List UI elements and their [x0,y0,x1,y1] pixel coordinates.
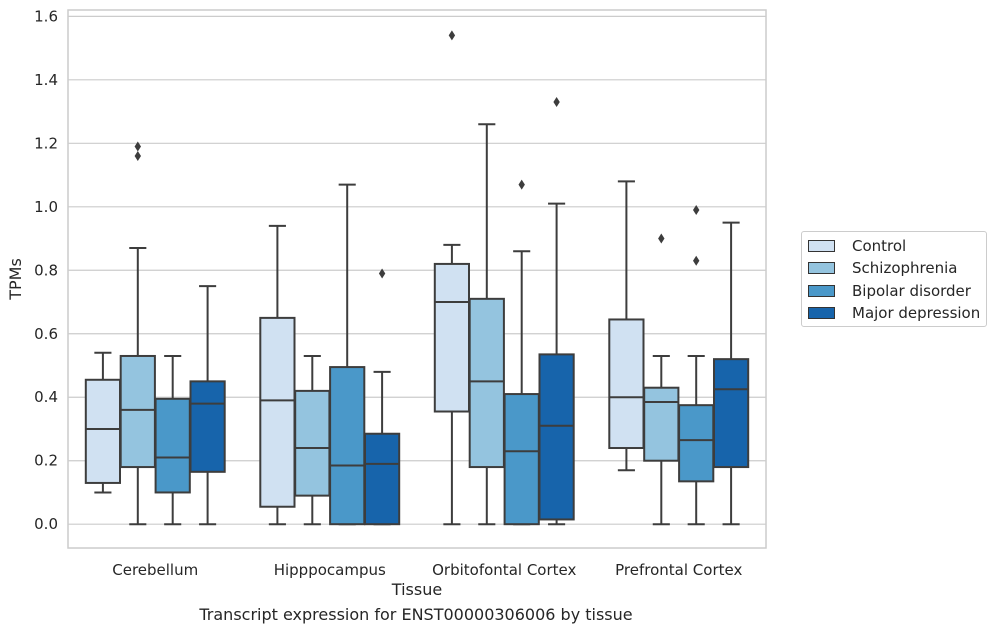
box-control-cerebellum [84,378,122,484]
y-tick-label: 0.4 [34,388,58,406]
y-tick-label: 0.0 [34,515,58,533]
box-bipolar-disorder-orbitofontal-cortex [503,393,540,526]
legend-item-bipolar-disorder: Bipolar disorder [808,281,971,301]
legend-swatch-major-depression [808,307,835,319]
outlier-schizophrenia-cerebellum [134,151,141,162]
y-tick-label: 0.6 [34,325,58,343]
x-tick-label-cerebellum: Cerebellum [112,561,198,579]
box-major-depression-cerebellum [189,380,226,473]
y-axis-label: TPMs [6,258,25,301]
y-tick-label: 1.0 [34,198,58,216]
box-major-depression-hipppocampus [363,432,401,526]
box-major-depression-orbitofontal-cortex [538,353,575,521]
outlier-bipolar-disorder-orbitofontal-cortex [518,179,525,190]
x-tick-label-orbitofontal-cortex: Orbitofontal Cortex [432,561,576,579]
outlier-bipolar-disorder-prefrontal-cortex [693,255,700,266]
legend-swatch-control [808,240,835,252]
y-tick-label: 1.6 [34,7,58,25]
y-tick-label: 0.8 [34,261,58,279]
legend-item-schizophrenia: Schizophrenia [808,258,957,278]
x-axis-label: Tissue [391,580,442,599]
box-schizophrenia-hipppocampus [294,389,331,497]
box-schizophrenia-cerebellum [119,354,156,469]
box-bipolar-disorder-prefrontal-cortex [678,404,715,483]
box-control-hipppocampus [259,316,296,508]
outlier-major-depression-hipppocampus [378,268,386,279]
legend-item-control: Control [808,236,906,256]
y-tick-label: 1.2 [34,134,58,152]
box-schizophrenia-orbitofontal-cortex [468,297,505,469]
outlier-control-orbitofontal-cortex [448,30,456,41]
legend: Control Schizophrenia Bipolar disorder M… [801,231,987,327]
x-tick-label-prefrontal-cortex: Prefrontal Cortex [615,561,742,579]
x-tick-label-hipppocampus: Hipppocampus [274,561,386,579]
legend-swatch-bipolar-disorder [808,285,835,297]
box-bipolar-disorder-hipppocampus [329,366,366,526]
box-major-depression-prefrontal-cortex [712,358,750,469]
outlier-major-depression-orbitofontal-cortex [553,97,560,108]
y-tick-label: 1.4 [34,71,58,89]
outlier-schizophrenia-cerebellum [134,141,141,152]
box-bipolar-disorder-cerebellum [154,397,191,494]
legend-label-schizophrenia: Schizophrenia [852,259,958,277]
outlier-schizophrenia-prefrontal-cortex [658,233,665,244]
legend-label-major-depression: Major depression [852,304,981,322]
legend-label-bipolar-disorder: Bipolar disorder [852,282,971,300]
legend-item-major-depression: Major depression [808,303,980,323]
box-control-orbitofontal-cortex [433,262,471,413]
box-schizophrenia-prefrontal-cortex [643,386,680,462]
plot-frame [67,9,767,549]
chart-caption: Transcript expression for ENST0000030600… [199,605,633,624]
box-control-prefrontal-cortex [608,318,645,450]
y-tick-label: 0.2 [34,452,58,470]
legend-swatch-schizophrenia [808,262,835,274]
legend-label-control: Control [852,237,907,255]
outlier-bipolar-disorder-prefrontal-cortex [693,204,700,215]
